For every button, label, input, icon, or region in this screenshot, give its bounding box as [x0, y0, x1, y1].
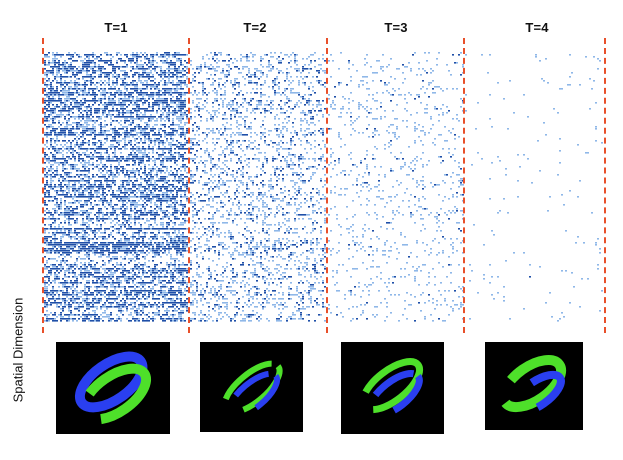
- ring-blue: [509, 370, 565, 417]
- ring-green: [359, 358, 423, 414]
- spike-panel-4: [465, 54, 603, 322]
- ring-blue: [225, 370, 281, 420]
- digit-reconstruction-t1: [56, 342, 170, 434]
- digit-reconstruction-t3: [341, 342, 444, 434]
- time-step-label-2: T=2: [243, 20, 267, 35]
- spike-panel-3: [328, 52, 464, 322]
- digit-reconstruction-t2: [200, 342, 303, 432]
- time-step-label-1: T=1: [104, 20, 128, 35]
- spike-raster-plot: [44, 52, 603, 322]
- spike-panel-2: [190, 52, 326, 322]
- ring-green: [498, 355, 567, 413]
- time-divider-4: [604, 38, 606, 333]
- ring-blue: [74, 351, 148, 413]
- time-step-label-4: T=4: [525, 20, 549, 35]
- ring-green: [221, 360, 283, 416]
- y-axis-label: Spatial Dimension: [10, 297, 26, 403]
- spike-panel-1: [44, 52, 188, 322]
- time-step-label-3: T=3: [384, 20, 408, 35]
- digit-reconstruction-t4: [485, 342, 583, 430]
- ring-green: [78, 363, 152, 425]
- time-divider-0: [42, 38, 44, 333]
- time-divider-2: [326, 38, 328, 333]
- time-divider-1: [188, 38, 190, 333]
- time-divider-3: [463, 38, 465, 333]
